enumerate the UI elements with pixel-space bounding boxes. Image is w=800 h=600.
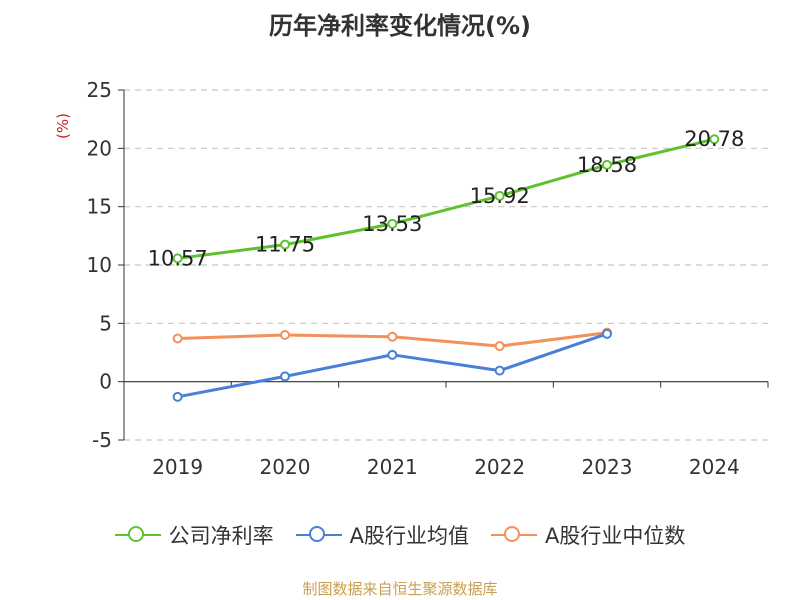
x-tick-label: 2024 [689, 455, 740, 479]
data-label: 10.57 [148, 246, 208, 270]
y-tick-label: -5 [92, 428, 112, 452]
data-point [172, 391, 183, 402]
legend-swatch [491, 525, 537, 545]
y-tick-label: 0 [99, 370, 112, 394]
data-point [387, 218, 398, 229]
data-point [172, 253, 183, 264]
legend-label: A股行业均值 [349, 524, 469, 548]
legend-swatch [295, 525, 342, 545]
legend-item[interactable]: 公司净利率 [114, 520, 274, 550]
data-label: 13.53 [362, 212, 422, 236]
data-label: 20.78 [684, 127, 744, 151]
data-point [387, 331, 398, 342]
legend-label: A股行业中位数 [545, 524, 686, 548]
data-point [280, 239, 290, 250]
series [172, 134, 720, 402]
x-tick-label: 2023 [582, 455, 633, 479]
data-label: 11.75 [255, 233, 315, 257]
legend-item[interactable]: A股行业中位数 [491, 520, 685, 550]
grid-lines [124, 89, 768, 441]
data-point [280, 371, 290, 382]
data-point [494, 341, 505, 352]
chart-title: 历年净利率变化情况(%) [269, 12, 531, 40]
x-tick-label: 2021 [367, 455, 418, 479]
x-tick-label: 2019 [152, 455, 203, 479]
x-tick-label: 2020 [260, 455, 311, 479]
data-point [602, 328, 612, 339]
y-tick-label: 25 [87, 78, 112, 102]
data-label: 18.58 [577, 153, 637, 177]
source-note: 制图数据来自恒生聚源数据库 [302, 580, 498, 598]
data-point [387, 349, 398, 360]
data-point [280, 330, 290, 340]
y-tick-label: 10 [87, 253, 112, 277]
series-line-1 [177, 332, 608, 399]
data-point [602, 159, 612, 170]
axes: -5 0 5 10 15 20 25 2019 2020 2021 2022 2023 2024 (%) [54, 78, 769, 479]
data-point [172, 333, 183, 344]
series-line-0 [177, 137, 715, 260]
legend-label: 公司净利率 [168, 524, 274, 548]
data-labels: 10.57 11.75 13.53 15.92 18.58 20.78 [148, 127, 745, 270]
legend-swatch [114, 525, 161, 545]
data-point [494, 365, 505, 376]
x-tick-label: 2022 [474, 455, 525, 479]
data-point [494, 190, 505, 201]
y-tick-label: 5 [99, 311, 112, 335]
y-tick-label: 20 [87, 136, 112, 160]
y-tick-label: 15 [87, 195, 112, 219]
legend-item[interactable]: A股行业均值 [295, 520, 469, 550]
legend: 公司净利率 A股行业均值 A股行业中位数 [0, 520, 800, 550]
data-label: 15.92 [470, 184, 530, 208]
y-axis-label: (%) [54, 113, 72, 139]
data-point [709, 134, 720, 145]
